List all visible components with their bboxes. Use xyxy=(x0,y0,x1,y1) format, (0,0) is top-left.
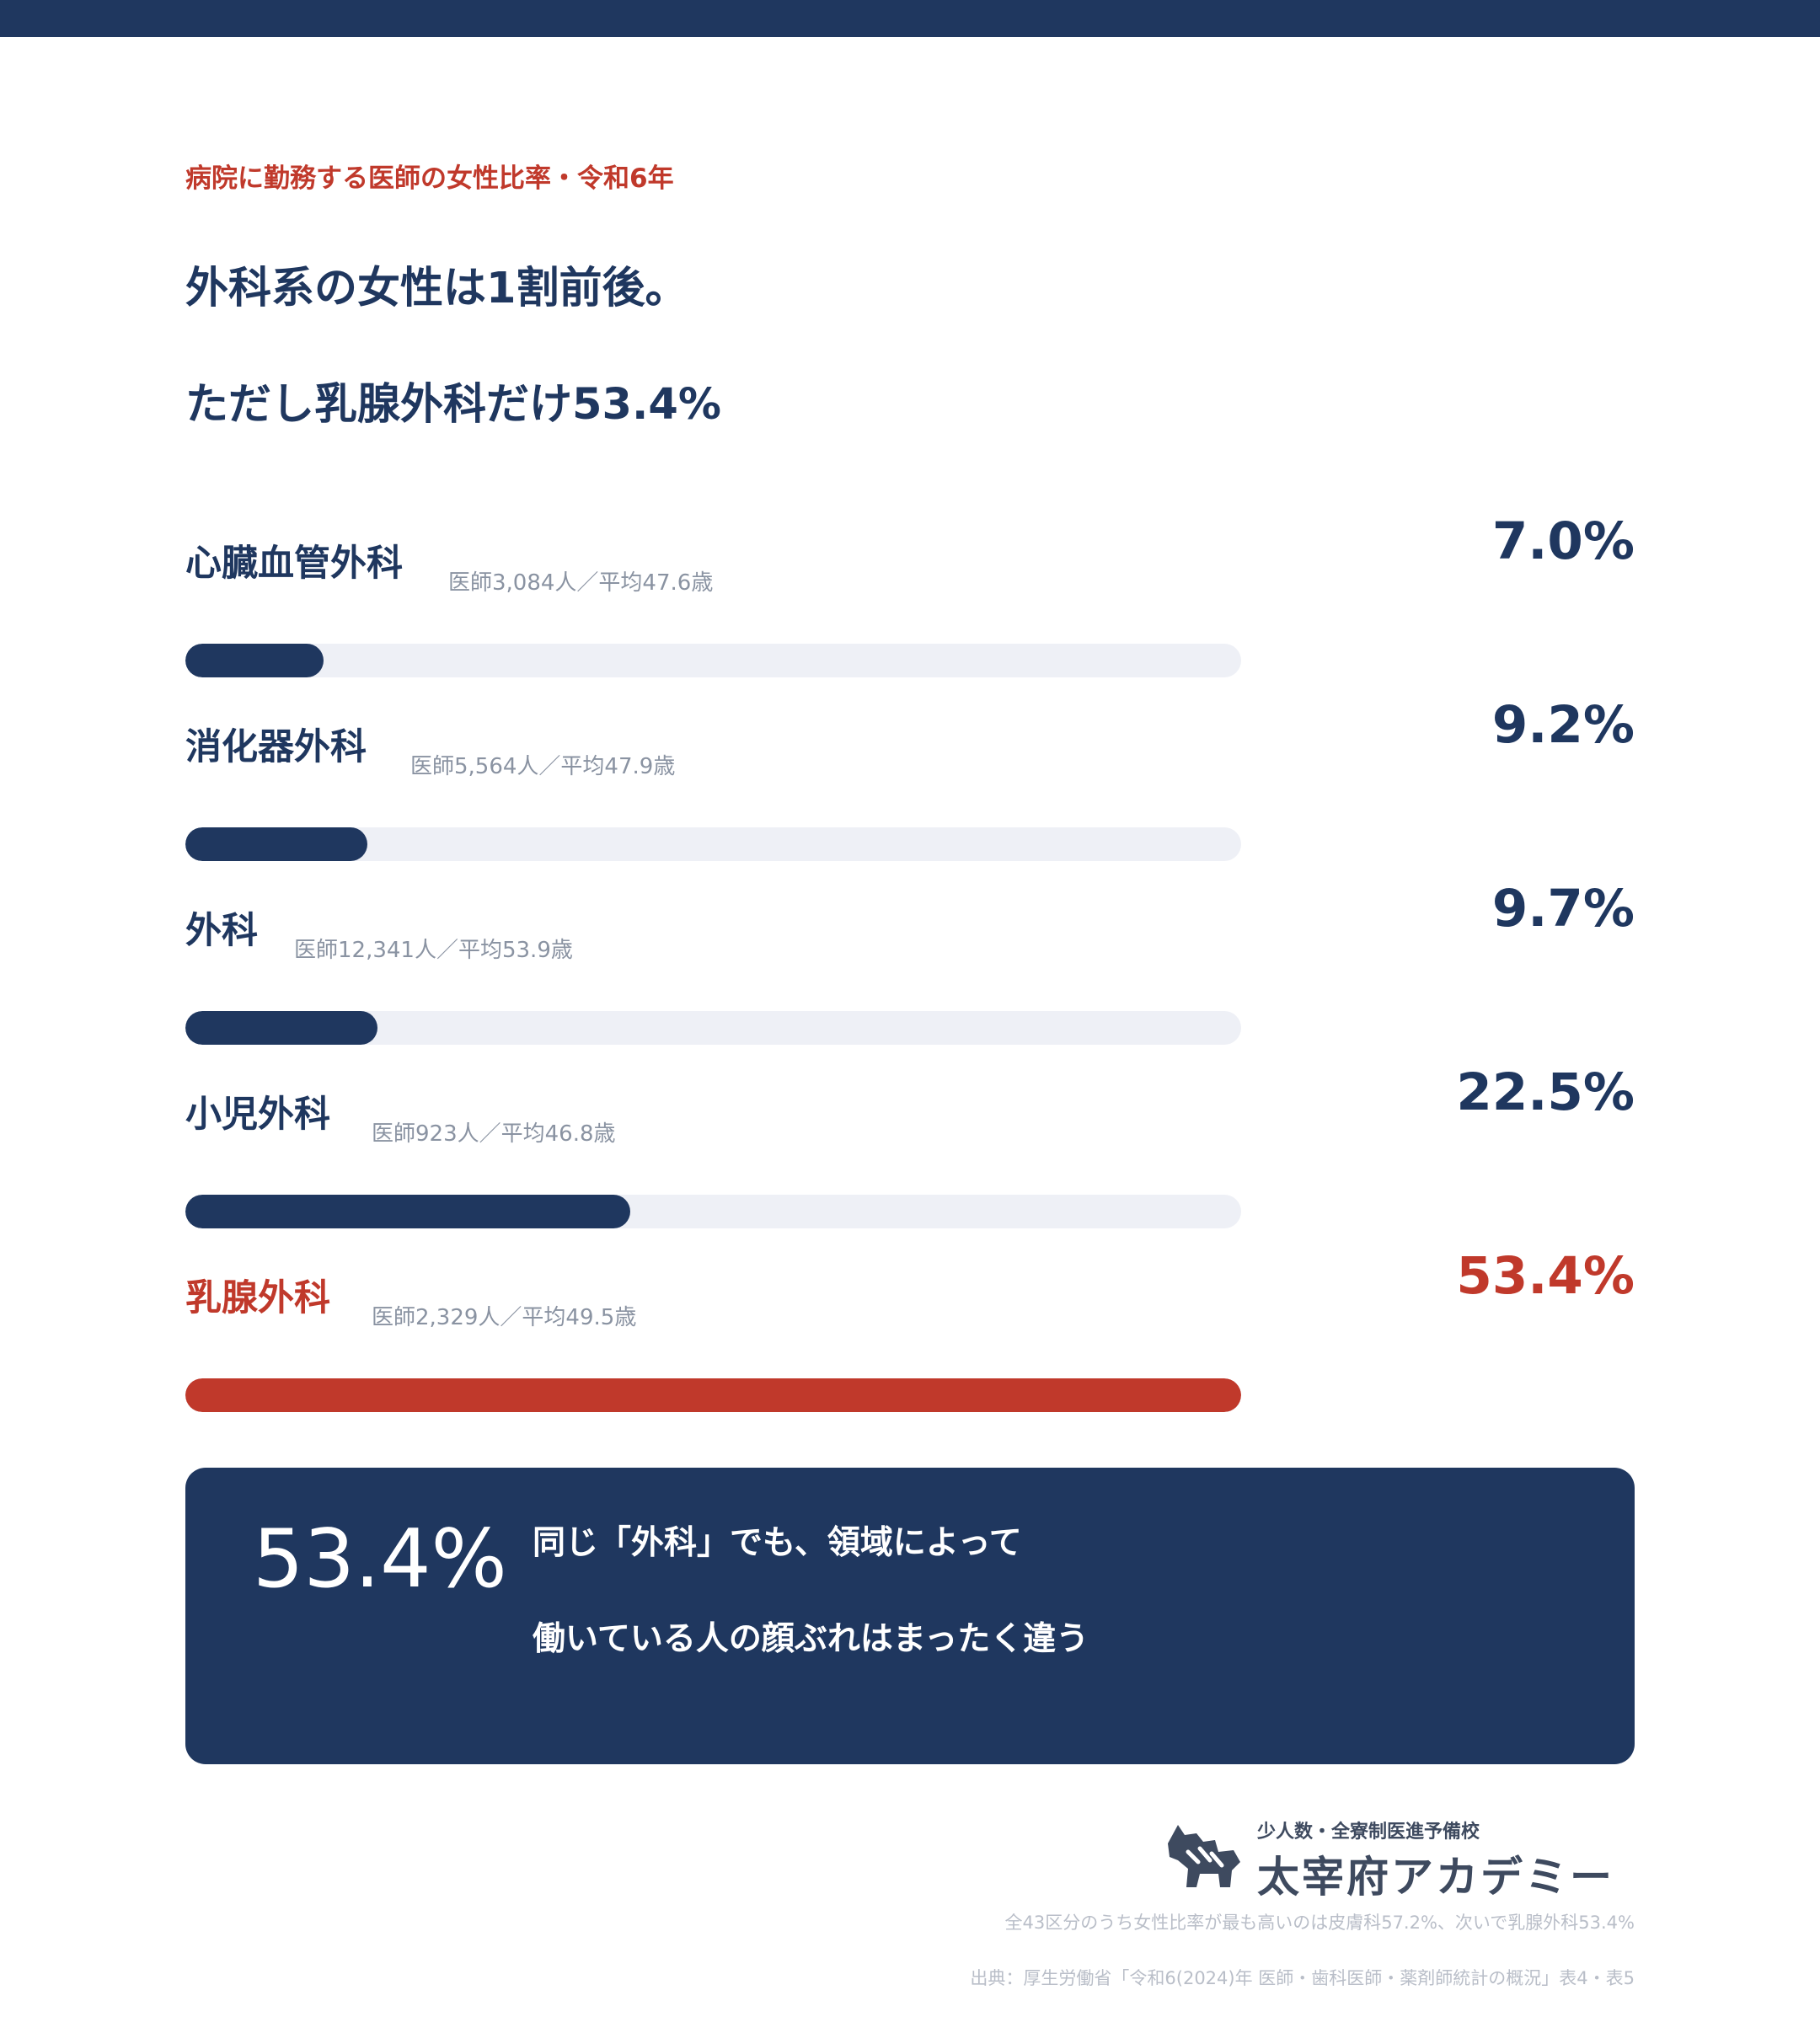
bar-fill-highlight xyxy=(185,1378,1241,1412)
top-band xyxy=(0,0,1820,37)
bar-track xyxy=(185,1378,1241,1412)
row-sub: 医師12,341人／平均53.9歳 xyxy=(294,938,573,963)
row-name: 小児外科 xyxy=(185,1094,330,1136)
row-name: 消化器外科 xyxy=(185,726,367,768)
bar-track xyxy=(185,1195,1241,1228)
row-name-highlight: 乳腺外科 xyxy=(185,1277,330,1319)
bar-fill xyxy=(185,1011,377,1045)
row-pct-label: 9.7% xyxy=(1491,879,1635,939)
academy-logo: 少人数・全寮制医進予備校 太宰府アカデミー xyxy=(1163,1815,1636,1902)
dog-mark-icon xyxy=(1168,1825,1240,1887)
logo-tagline: 少人数・全寮制医進予備校 xyxy=(1257,1821,1480,1843)
row-sub: 医師5,564人／平均47.9歳 xyxy=(410,754,676,779)
logo-name: 太宰府アカデミー xyxy=(1257,1852,1614,1902)
footnote-source: 出典：厚生労働省「令和6(2024)年 医師・歯科医師・薬剤師統計の概況」表4・… xyxy=(970,1968,1635,1988)
row-name: 外科 xyxy=(185,910,258,952)
row-sub: 医師3,084人／平均47.6歳 xyxy=(448,570,714,596)
headline-line-2: ただし乳腺外科だけ53.4% xyxy=(185,380,721,430)
kicker: 病院に勤務する医師の女性比率・令和6年 xyxy=(185,163,674,194)
bar-track xyxy=(185,1011,1241,1045)
bar-track xyxy=(185,827,1241,861)
row-name: 心臓血管外科 xyxy=(185,543,403,585)
callout-value: 53.4% xyxy=(253,1513,507,1606)
row-pct-label-highlight: 53.4% xyxy=(1456,1246,1635,1306)
row-pct-label: 9.2% xyxy=(1491,695,1635,755)
callout-line-2: 働いている人の顔ぶれはまったく違う xyxy=(533,1620,1089,1658)
row-pct-label: 22.5% xyxy=(1456,1062,1635,1122)
row-sub: 医師2,329人／平均49.5歳 xyxy=(372,1305,637,1330)
headline-line-1: 外科系の女性は1割前後。 xyxy=(185,264,688,313)
footnote-note: 全43区分のうち女性比率が最も高いのは皮膚科57.2%、次いで乳腺外科53.4% xyxy=(1004,1913,1635,1933)
row-pct-label: 7.0% xyxy=(1491,511,1635,571)
callout-box: 53.4% 同じ「外科」でも、領域によって 働いている人の顔ぶれはまったく違う xyxy=(185,1468,1635,1764)
callout-line-1: 同じ「外科」でも、領域によって xyxy=(533,1524,1022,1562)
bar-track xyxy=(185,644,1241,677)
bar-fill xyxy=(185,1195,630,1228)
bar-fill xyxy=(185,644,324,677)
row-sub: 医師923人／平均46.8歳 xyxy=(372,1121,616,1147)
bar-fill xyxy=(185,827,367,861)
